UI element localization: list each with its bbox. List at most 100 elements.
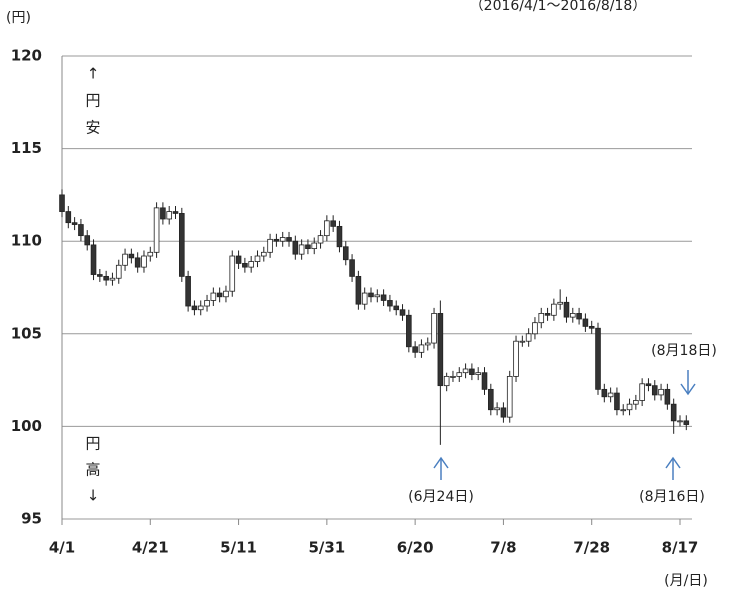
candle-body: [576, 313, 582, 320]
candle-body: [538, 313, 545, 324]
candle-body: [506, 375, 513, 418]
candle-body: [242, 263, 248, 268]
candle-body: [406, 314, 412, 348]
candle-body: [349, 259, 355, 277]
y-tick-label: 100: [11, 417, 42, 435]
candle-body: [658, 388, 664, 396]
candle-body: [519, 340, 526, 343]
candle-body: [153, 207, 160, 253]
candle-body: [305, 244, 311, 250]
candle-body: [311, 242, 318, 250]
candle-body: [84, 235, 91, 246]
candle-body: [109, 277, 116, 281]
x-tick-label: 5/31: [308, 539, 345, 557]
candle-body: [223, 290, 229, 298]
candle-body: [664, 388, 671, 405]
candle-body: [273, 238, 280, 242]
candle-body: [78, 224, 84, 237]
candle-body: [97, 274, 103, 277]
candle-body: [179, 213, 185, 277]
candle-body: [633, 400, 639, 405]
x-tick-label: 8/17: [662, 539, 699, 557]
candle-body: [122, 253, 128, 266]
candle-body: [557, 301, 563, 305]
candle-body: [399, 309, 406, 316]
candle-body: [651, 385, 658, 396]
candle-body: [134, 257, 141, 268]
candle-body: [626, 403, 633, 411]
candle-body: [500, 407, 507, 418]
candle-body: [254, 255, 261, 262]
event-arrow-head: [680, 383, 696, 396]
candle-body: [324, 220, 330, 237]
annotation: 円: [85, 435, 100, 453]
candle-body: [639, 383, 645, 401]
candle-body: [191, 305, 198, 311]
candle-body: [563, 301, 570, 318]
candle-body: [513, 340, 519, 377]
candle-body: [380, 294, 387, 301]
candle-body: [235, 255, 242, 264]
candle-body: [645, 383, 652, 387]
y-unit: (円): [6, 10, 31, 26]
candle-body: [374, 294, 381, 298]
annotation: 安: [85, 119, 100, 137]
candle-body: [103, 275, 109, 281]
x-tick-label: 7/8: [490, 539, 516, 557]
candle-body: [588, 325, 595, 329]
y-tick-label: 95: [21, 510, 42, 528]
candle-body: [298, 244, 305, 255]
candle-body: [614, 392, 620, 411]
candle-body: [71, 222, 78, 225]
candle-body: [317, 235, 324, 244]
candle-body: [216, 292, 223, 298]
y-tick-label: 120: [11, 47, 42, 65]
candle-body: [683, 420, 690, 425]
event-label: (8月18日): [651, 343, 717, 359]
candle-body: [229, 255, 236, 292]
candle-body: [670, 403, 677, 422]
y-tick-label: 105: [11, 324, 42, 342]
candle-body: [147, 251, 154, 257]
x-unit: (月/日): [664, 573, 708, 589]
candle-body: [393, 305, 400, 311]
candle-body: [601, 388, 608, 398]
x-tick-label: 6/20: [397, 539, 434, 557]
annotation: 高: [85, 461, 100, 479]
candle-body: [551, 303, 557, 316]
candle-body: [336, 225, 343, 248]
candle-body: [475, 372, 481, 375]
candle-body: [525, 333, 532, 342]
y-tick-label: 110: [11, 232, 42, 250]
candle-body: [248, 261, 254, 268]
candle-body: [115, 264, 122, 279]
candle-body: [450, 375, 456, 378]
candle-body: [620, 409, 627, 412]
candle-body: [292, 240, 299, 255]
candle-body: [90, 244, 97, 275]
candle-body: [387, 300, 393, 307]
candle-body: [59, 194, 65, 212]
annotation: ↑: [87, 65, 100, 83]
candle-body: [412, 346, 418, 353]
candle-body: [342, 246, 349, 261]
candle-body: [469, 368, 475, 375]
event-arrow-head: [665, 456, 681, 469]
candle-body: [677, 420, 683, 423]
x-tick-label: 5/11: [220, 539, 257, 557]
candle-body: [128, 253, 135, 259]
candle-body: [279, 237, 286, 242]
candle-body: [65, 211, 72, 224]
candle-body: [355, 275, 362, 305]
candle-body: [197, 305, 204, 311]
event-arrow-head: [433, 456, 449, 469]
candle-body: [267, 238, 273, 253]
candle-body: [544, 313, 551, 316]
candle-body: [185, 275, 191, 307]
candle-body: [532, 322, 538, 335]
x-tick-label: 7/28: [573, 539, 610, 557]
candle-body: [166, 211, 173, 220]
candle-body: [456, 372, 463, 377]
annotation: ↓: [87, 487, 100, 505]
